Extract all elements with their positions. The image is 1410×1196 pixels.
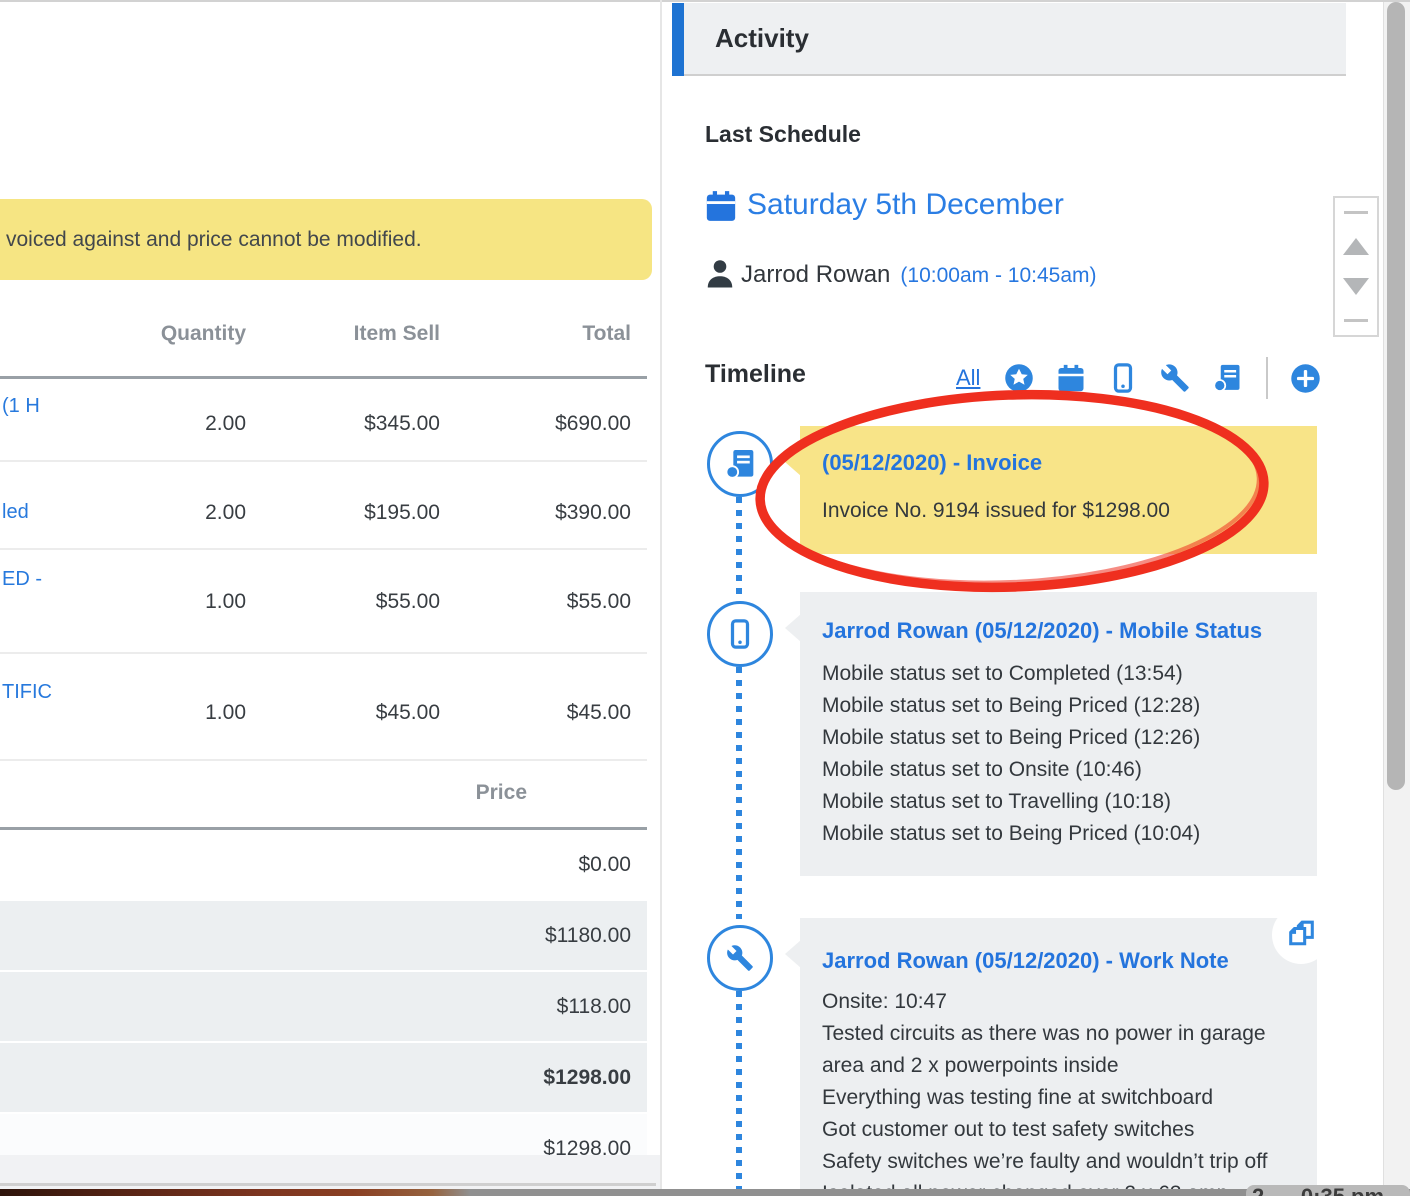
filter-divider: [1266, 357, 1269, 399]
person-icon: [706, 257, 734, 290]
timeline-entry-work-note[interactable]: Jarrod Rowan (05/12/2020) - Work Note On…: [785, 918, 1317, 1196]
item-quantity: 2.00: [205, 412, 246, 435]
item-quantity: 2.00: [205, 501, 246, 524]
price-row: $1180.00: [0, 901, 647, 970]
background-window-edge: [0, 1189, 1410, 1196]
globe-icon[interactable]: [1004, 363, 1034, 393]
item-quantity: 1.00: [205, 590, 246, 613]
table-header-rule: [0, 376, 647, 379]
window-top-border: [0, 0, 1410, 2]
person-name: Jarrod Rowan: [741, 261, 891, 288]
activity-header: Activity: [684, 3, 1346, 76]
item-name-link[interactable]: ED -: [2, 568, 42, 590]
scroll-stepper-widget[interactable]: [1333, 196, 1379, 337]
filter-all-link[interactable]: All: [956, 365, 981, 390]
activity-title: Activity: [715, 23, 809, 53]
entry-title[interactable]: Jarrod Rowan (05/12/2020) - Mobile Statu…: [822, 618, 1263, 643]
item-total: $55.00: [566, 590, 631, 613]
calendar-icon: [704, 189, 738, 223]
status-line: Mobile status set to Being Priced (12:26…: [822, 726, 1201, 749]
locked-price-banner: voiced against and price cannot be modif…: [0, 199, 652, 280]
item-name-link[interactable]: (1 H: [2, 395, 40, 417]
price-row: $118.00: [0, 972, 647, 1041]
stepper-top-dash: [1344, 211, 1368, 214]
note-line: Safety switches we’re faulty and wouldn’…: [822, 1150, 1268, 1173]
calendar-icon[interactable]: [1056, 363, 1086, 393]
timeline-connector: [736, 497, 742, 595]
row-separator: [0, 460, 647, 462]
timeline-node-invoice: [707, 431, 773, 497]
row-separator: [0, 548, 647, 550]
stepper-bottom-dash: [1344, 318, 1368, 322]
last-schedule-label: Last Schedule: [705, 121, 861, 147]
timeline-connector: [736, 667, 742, 919]
panel-footer-rule: [0, 1183, 656, 1186]
item-name-link[interactable]: led: [2, 501, 29, 523]
timeline-entry-mobile-status[interactable]: Jarrod Rowan (05/12/2020) - Mobile Statu…: [785, 592, 1317, 876]
schedule-date-link[interactable]: Saturday 5th December: [747, 188, 1064, 221]
status-line: Mobile status set to Onsite (10:46): [822, 758, 1142, 781]
note-line: Everything was testing fine at switchboa…: [822, 1086, 1214, 1109]
status-line: Mobile status set to Being Priced (10:04…: [822, 822, 1201, 845]
wrench-icon[interactable]: [1160, 363, 1190, 393]
activity-accent-bar: [672, 3, 684, 76]
item-sell-price: $45.00: [375, 701, 440, 724]
column-header-price: Price: [475, 781, 527, 804]
copy-note-button[interactable]: [1272, 906, 1330, 964]
price-row: $0.00: [578, 852, 631, 876]
status-line: Mobile status set to Being Priced (12:28…: [822, 694, 1201, 717]
mobile-icon[interactable]: [1108, 363, 1138, 393]
panel-divider: [660, 0, 662, 1196]
scrollbar-thumb[interactable]: [1387, 2, 1405, 790]
item-sell-price: $55.00: [375, 590, 440, 613]
scroll-down-arrow[interactable]: [1343, 278, 1369, 296]
timeline-filter-bar: All: [956, 356, 1321, 400]
entry-title[interactable]: (05/12/2020) - Invoice: [822, 450, 1043, 475]
status-line: Mobile status set to Completed (13:54): [822, 662, 1183, 685]
timeline-node-mobile: [707, 601, 773, 667]
invoice-icon[interactable]: [1212, 363, 1242, 393]
column-header-item-sell: Item Sell: [353, 322, 440, 345]
price-header-rule: [0, 827, 647, 830]
note-line: Tested circuits as there was no power in…: [822, 1022, 1266, 1077]
item-total: $390.00: [555, 501, 631, 524]
entry-title[interactable]: Jarrod Rowan (05/12/2020) - Work Note: [822, 948, 1229, 973]
row-separator: [0, 759, 647, 761]
timeline-entry-invoice[interactable]: (05/12/2020) - Invoice Invoice No. 9194 …: [785, 426, 1317, 554]
entry-text: Invoice No. 9194 issued for $1298.00: [822, 499, 1170, 522]
status-line: Mobile status set to Travelling (10:18): [822, 790, 1172, 813]
row-separator: [0, 652, 647, 654]
item-sell-price: $195.00: [364, 501, 440, 524]
column-header-total: Total: [582, 322, 631, 345]
note-line: Got customer out to test safety switches: [822, 1118, 1195, 1141]
item-quantity: 1.00: [205, 701, 246, 724]
timeline-label: Timeline: [705, 360, 806, 388]
scroll-up-arrow[interactable]: [1343, 237, 1369, 255]
price-row-total: $1298.00: [0, 1043, 647, 1112]
note-line: Onsite: 10:47: [822, 990, 947, 1013]
item-sell-price: $345.00: [364, 412, 440, 435]
timeline-node-work-note: [707, 925, 773, 991]
background-window-texture: [0, 1189, 470, 1196]
banner-text: voiced against and price cannot be modif…: [6, 227, 422, 251]
schedule-person-row: Jarrod Rowan (10:00am - 10:45am): [741, 261, 1097, 289]
item-name-link[interactable]: TIFIC: [2, 681, 52, 703]
timeline-connector: [736, 991, 742, 1196]
item-total: $690.00: [555, 412, 631, 435]
schedule-time-range: (10:00am - 10:45am): [900, 264, 1097, 287]
add-activity-button[interactable]: [1290, 363, 1321, 394]
item-total: $45.00: [566, 701, 631, 724]
background-clock-fragment: 2 0:35 pm: [1246, 1185, 1410, 1196]
column-header-quantity: Quantity: [160, 322, 246, 345]
